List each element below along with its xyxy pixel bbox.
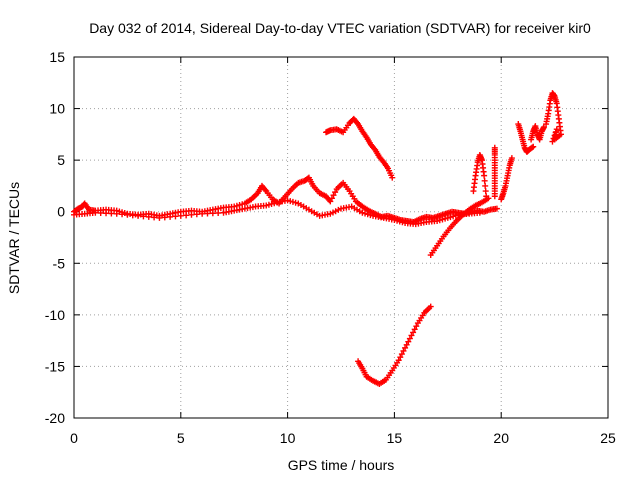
data-point bbox=[491, 144, 498, 151]
data-point bbox=[167, 213, 174, 220]
data-point bbox=[411, 326, 418, 333]
data-point bbox=[193, 211, 200, 218]
x-axis: 0 5 10 15 20 25 bbox=[70, 57, 616, 446]
data-point bbox=[124, 211, 131, 218]
data-point bbox=[354, 119, 361, 126]
data-point bbox=[204, 210, 211, 217]
data-point bbox=[427, 303, 434, 310]
data-point bbox=[183, 212, 190, 219]
data-point bbox=[493, 205, 500, 212]
data-point bbox=[113, 210, 120, 217]
y-tick-label: -5 bbox=[53, 255, 66, 271]
series-upper-segment bbox=[323, 115, 396, 181]
data-point bbox=[476, 209, 483, 216]
data-point bbox=[151, 214, 158, 221]
x-tick-label: 5 bbox=[177, 430, 185, 446]
data-point bbox=[262, 186, 269, 193]
plot-frame bbox=[73, 56, 609, 419]
series-rising-segment bbox=[427, 195, 492, 259]
y-tick-label: 0 bbox=[57, 204, 65, 220]
series-segment-22-5 bbox=[543, 90, 565, 145]
data-point bbox=[135, 212, 142, 219]
y-tick-label: -15 bbox=[45, 358, 65, 374]
series-vertical-19-7 bbox=[491, 144, 498, 200]
data-point bbox=[481, 172, 488, 179]
data-point bbox=[188, 211, 195, 218]
data-point bbox=[172, 213, 179, 220]
y-tick-label: 5 bbox=[57, 152, 65, 168]
data-point bbox=[552, 129, 559, 136]
y-axis-label: SDTVAR / TECUs bbox=[6, 182, 22, 294]
series-segment-21-5 bbox=[528, 123, 547, 143]
data-point bbox=[398, 351, 405, 358]
data-point bbox=[530, 143, 537, 150]
data-point bbox=[402, 344, 409, 351]
y-tick-label: -20 bbox=[45, 410, 65, 426]
data-point bbox=[161, 214, 168, 221]
data-point bbox=[553, 126, 560, 133]
data-point bbox=[199, 210, 206, 217]
data-point bbox=[92, 209, 99, 216]
data-point bbox=[140, 213, 147, 220]
data-point bbox=[97, 210, 104, 217]
data-point bbox=[330, 192, 337, 199]
series-segment-21 bbox=[515, 121, 537, 155]
data-point bbox=[408, 332, 415, 339]
data-point bbox=[209, 210, 216, 217]
data-point bbox=[540, 124, 547, 131]
chart-title: Day 032 of 2014, Sidereal Day-to-day VTE… bbox=[89, 20, 591, 36]
data-point bbox=[119, 211, 126, 218]
data-point bbox=[405, 338, 412, 345]
data-point bbox=[327, 198, 334, 205]
data-point bbox=[481, 177, 488, 184]
data-point bbox=[389, 174, 396, 181]
x-tick-label: 25 bbox=[600, 430, 616, 446]
data-point bbox=[406, 335, 413, 342]
data-point bbox=[103, 210, 110, 217]
grid-lines bbox=[74, 57, 608, 418]
data-point bbox=[551, 132, 558, 139]
data-point bbox=[413, 323, 420, 330]
data-point bbox=[371, 145, 378, 152]
series-lower-trace bbox=[71, 197, 483, 228]
x-axis-label: GPS time / hours bbox=[288, 457, 395, 473]
y-tick-label: -10 bbox=[45, 307, 65, 323]
data-point bbox=[410, 329, 417, 336]
data-point bbox=[332, 189, 339, 196]
data-point bbox=[549, 138, 556, 145]
data-point bbox=[156, 214, 163, 221]
y-tick-label: 10 bbox=[49, 101, 65, 117]
x-tick-label: 10 bbox=[280, 430, 296, 446]
data-point bbox=[328, 195, 335, 202]
series-low-segment bbox=[355, 303, 434, 387]
x-tick-label: 15 bbox=[387, 430, 403, 446]
data-point bbox=[215, 210, 222, 217]
series-segment-20 bbox=[498, 155, 515, 203]
data-points bbox=[71, 90, 565, 387]
data-point bbox=[397, 354, 404, 361]
data-point bbox=[108, 210, 115, 217]
data-point bbox=[177, 212, 184, 219]
data-point bbox=[482, 182, 489, 189]
data-point bbox=[529, 144, 536, 151]
data-point bbox=[482, 188, 489, 195]
data-point bbox=[508, 155, 515, 162]
data-point bbox=[403, 341, 410, 348]
data-point bbox=[400, 347, 407, 354]
x-tick-label: 0 bbox=[70, 430, 78, 446]
data-point bbox=[550, 135, 557, 142]
data-point bbox=[145, 213, 152, 220]
x-tick-label: 20 bbox=[493, 430, 509, 446]
data-point bbox=[129, 212, 136, 219]
series-spike-19 bbox=[470, 151, 490, 200]
y-tick-label: 15 bbox=[49, 49, 65, 65]
data-point bbox=[395, 357, 402, 364]
y-axis: -20 -15 -10 -5 0 5 10 15 bbox=[45, 49, 608, 426]
data-point bbox=[483, 193, 490, 200]
